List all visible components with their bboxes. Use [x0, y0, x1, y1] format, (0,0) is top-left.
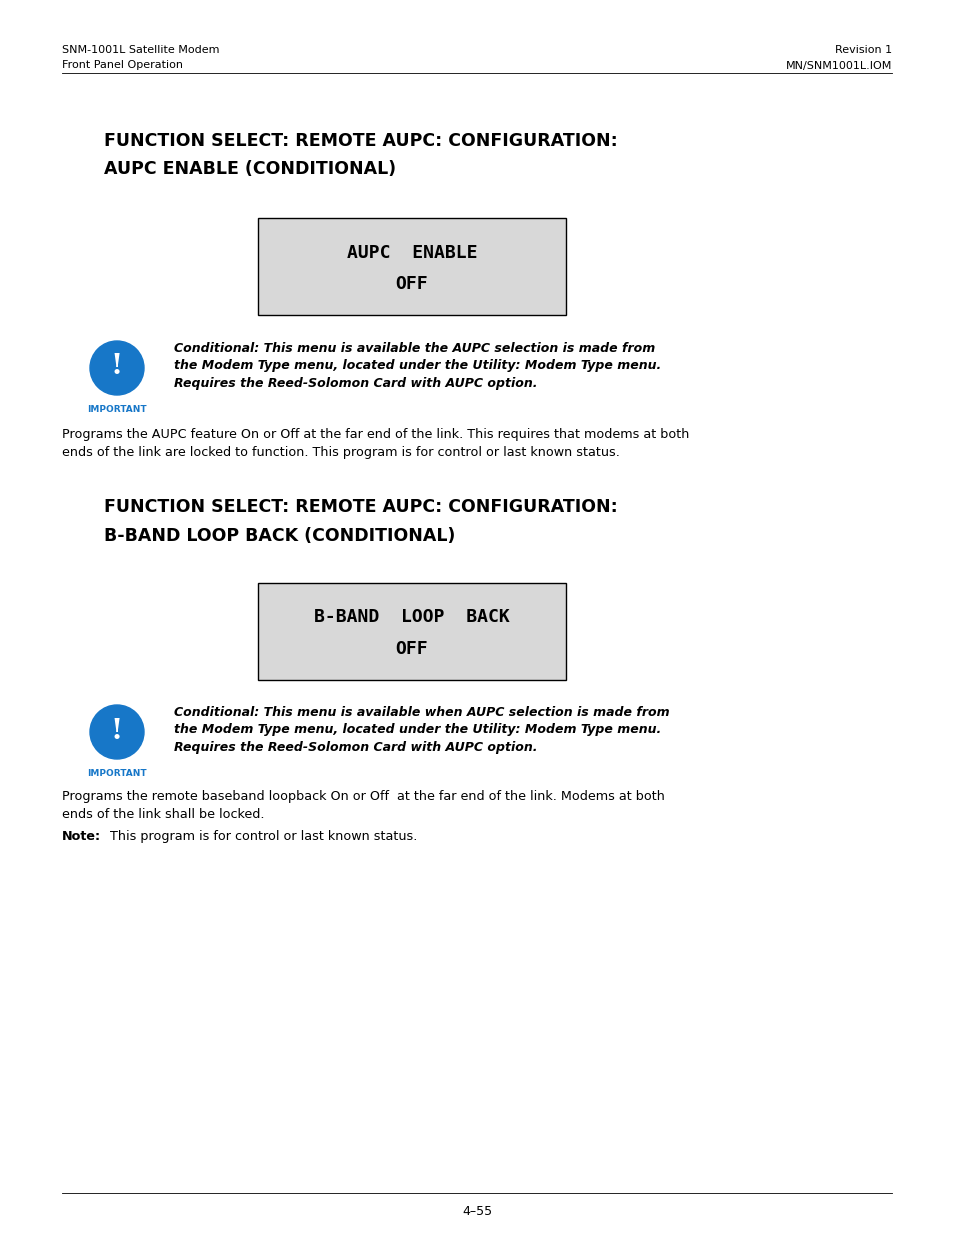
Text: !: ! — [111, 718, 123, 745]
Text: Front Panel Operation: Front Panel Operation — [62, 61, 183, 70]
Text: Revision 1: Revision 1 — [834, 44, 891, 56]
Text: FUNCTION SELECT: REMOTE AUPC: CONFIGURATION:: FUNCTION SELECT: REMOTE AUPC: CONFIGURAT… — [104, 498, 618, 516]
Text: the Modem Type menu, located under the Utility: Modem Type menu.: the Modem Type menu, located under the U… — [173, 722, 660, 736]
FancyBboxPatch shape — [257, 219, 565, 315]
Text: AUPC ENABLE (CONDITIONAL): AUPC ENABLE (CONDITIONAL) — [104, 161, 395, 179]
Text: This program is for control or last known status.: This program is for control or last know… — [106, 830, 417, 844]
Text: OFF: OFF — [395, 640, 428, 657]
Text: Conditional: This menu is available the AUPC selection is made from: Conditional: This menu is available the … — [173, 342, 655, 354]
Text: B-BAND  LOOP  BACK: B-BAND LOOP BACK — [314, 609, 509, 626]
Text: Note:: Note: — [62, 830, 101, 844]
Text: Requires the Reed-Solomon Card with AUPC option.: Requires the Reed-Solomon Card with AUPC… — [173, 377, 537, 390]
Text: OFF: OFF — [395, 274, 428, 293]
Text: AUPC  ENABLE: AUPC ENABLE — [346, 243, 476, 262]
Text: FUNCTION SELECT: REMOTE AUPC: CONFIGURATION:: FUNCTION SELECT: REMOTE AUPC: CONFIGURAT… — [104, 132, 618, 149]
Circle shape — [90, 705, 144, 760]
Text: Conditional: This menu is available when AUPC selection is made from: Conditional: This menu is available when… — [173, 706, 669, 719]
Text: IMPORTANT: IMPORTANT — [87, 405, 147, 414]
Text: ends of the link are locked to function. This program is for control or last kno: ends of the link are locked to function.… — [62, 447, 619, 459]
FancyBboxPatch shape — [257, 583, 565, 680]
Text: Requires the Reed-Solomon Card with AUPC option.: Requires the Reed-Solomon Card with AUPC… — [173, 741, 537, 755]
Text: ends of the link shall be locked.: ends of the link shall be locked. — [62, 809, 264, 821]
Text: Programs the remote baseband loopback On or Off  at the far end of the link. Mod: Programs the remote baseband loopback On… — [62, 790, 664, 803]
Text: MN/SNM1001L.IOM: MN/SNM1001L.IOM — [785, 61, 891, 70]
Text: the Modem Type menu, located under the Utility: Modem Type menu.: the Modem Type menu, located under the U… — [173, 358, 660, 372]
Text: 4–55: 4–55 — [461, 1205, 492, 1218]
Text: SNM-1001L Satellite Modem: SNM-1001L Satellite Modem — [62, 44, 219, 56]
Circle shape — [90, 341, 144, 395]
Text: IMPORTANT: IMPORTANT — [87, 769, 147, 778]
Text: !: ! — [111, 353, 123, 380]
Text: B-BAND LOOP BACK (CONDITIONAL): B-BAND LOOP BACK (CONDITIONAL) — [104, 526, 455, 545]
Text: Programs the AUPC feature On or Off at the far end of the link. This requires th: Programs the AUPC feature On or Off at t… — [62, 429, 689, 441]
